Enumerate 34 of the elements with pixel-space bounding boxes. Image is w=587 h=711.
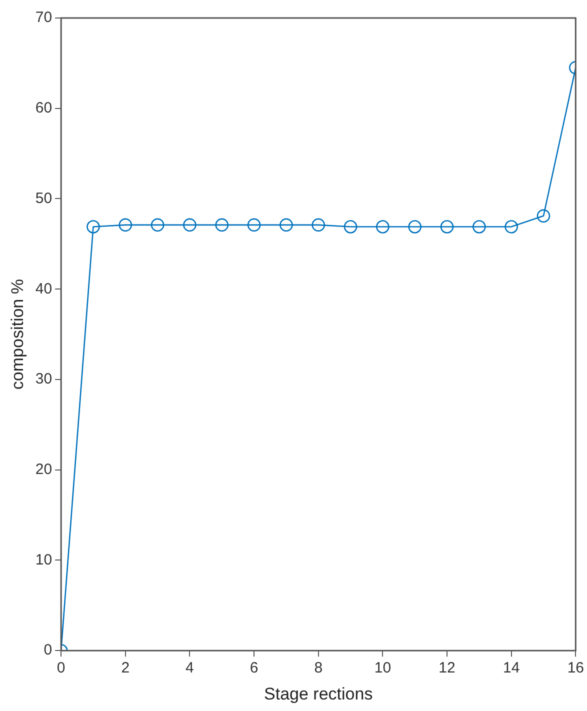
x-tick-label: 16 <box>567 660 584 677</box>
x-axis-title: Stage rections <box>264 684 373 704</box>
point <box>312 218 326 232</box>
y-tick-label: 30 <box>35 370 52 388</box>
point <box>440 220 454 234</box>
point <box>472 220 486 234</box>
y-tick-label: 10 <box>35 551 52 568</box>
y-axis-title: composition % <box>8 279 27 390</box>
point <box>215 218 229 232</box>
x-tick-label: 14 <box>502 660 520 677</box>
x-tick-label: 6 <box>250 660 258 677</box>
y-tick-label: 20 <box>35 461 52 478</box>
y-tick-label: 60 <box>35 100 52 117</box>
y-tick-label: 40 <box>35 280 52 298</box>
point <box>150 218 164 232</box>
x-tick-label: 0 <box>56 660 66 677</box>
x-tick-label: 4 <box>186 660 194 677</box>
point <box>247 218 261 232</box>
y-tick-label: 50 <box>35 190 52 207</box>
point <box>408 220 422 234</box>
y-tick-label: 70 <box>35 9 52 26</box>
x-tick-label: 8 <box>314 660 323 677</box>
point <box>183 218 196 232</box>
x-tick-label: 2 <box>121 660 130 677</box>
point <box>118 218 132 232</box>
point <box>86 220 100 234</box>
x-tick-label: 10 <box>374 660 392 677</box>
point <box>376 220 390 234</box>
point <box>344 220 358 234</box>
point <box>280 218 293 232</box>
point <box>504 220 518 234</box>
x-tick-label: 12 <box>438 660 456 677</box>
point <box>536 209 550 223</box>
y-tick-label: 0 <box>44 642 52 659</box>
